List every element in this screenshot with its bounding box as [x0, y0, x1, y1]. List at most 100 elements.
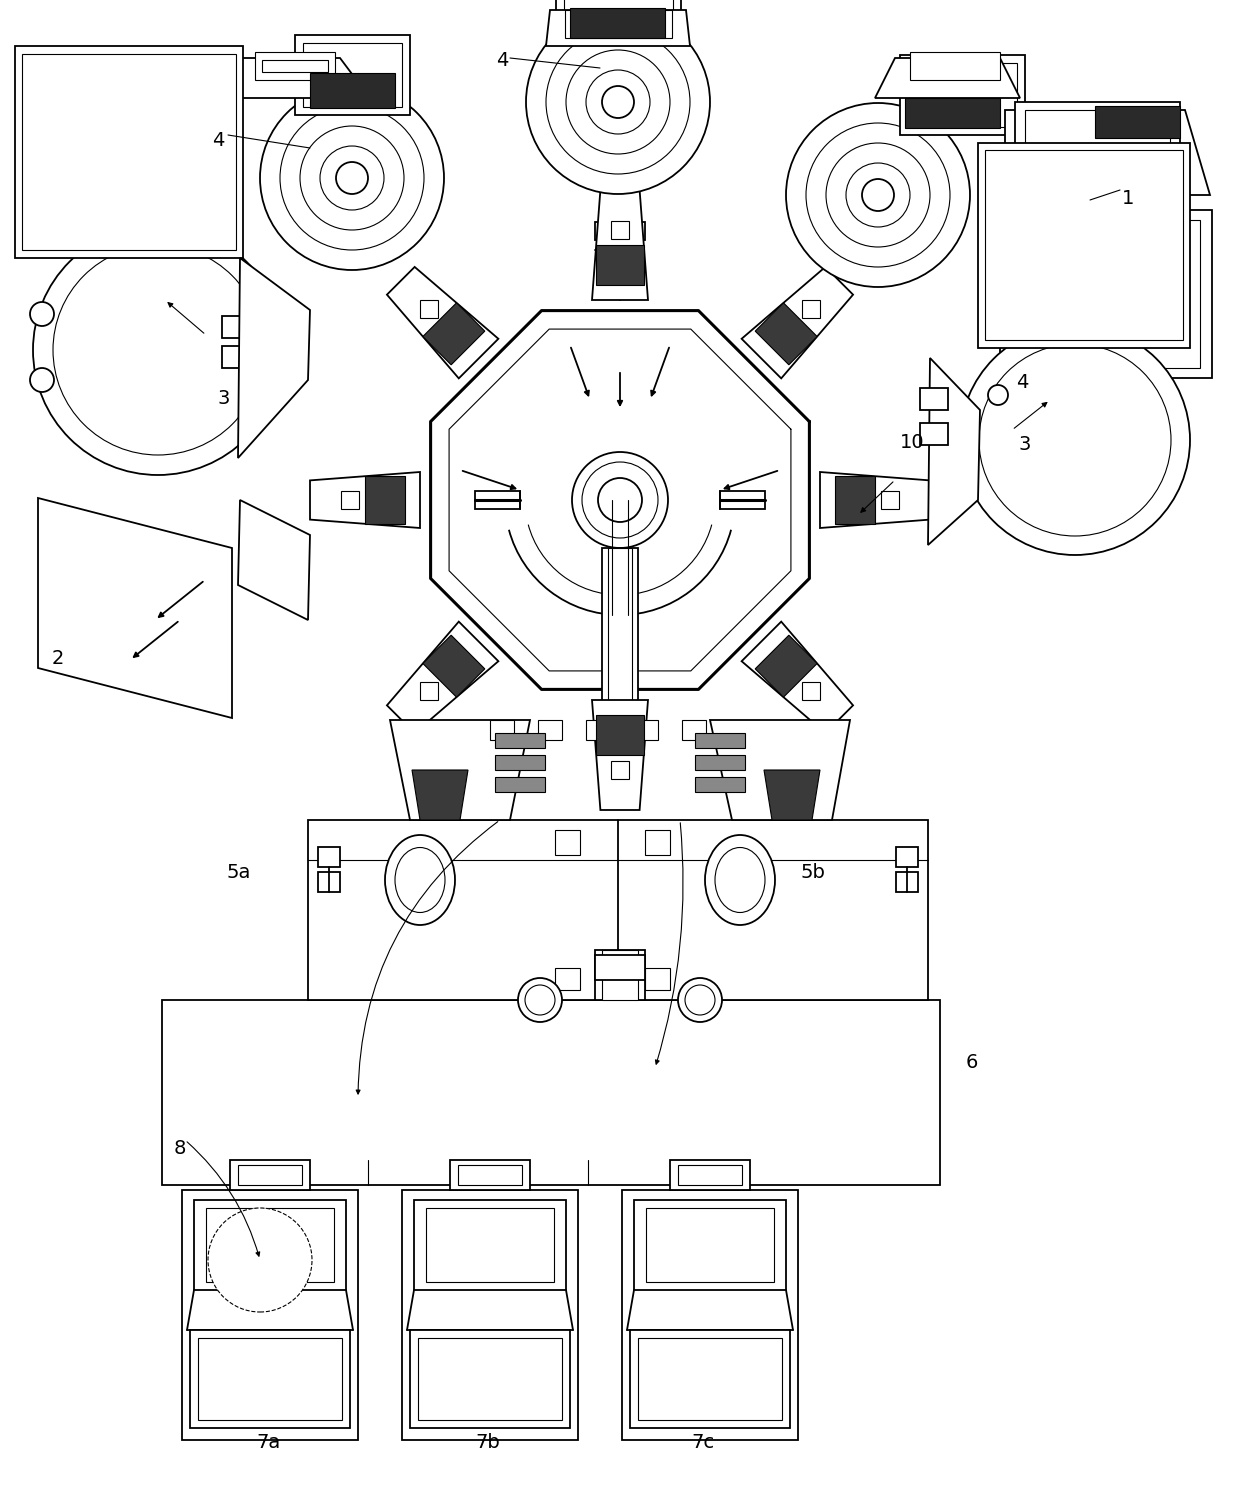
Bar	[310, 73, 396, 109]
Bar	[670, 1160, 750, 1190]
Circle shape	[826, 143, 930, 247]
Polygon shape	[200, 109, 236, 144]
Ellipse shape	[384, 835, 455, 925]
Bar	[900, 55, 1025, 135]
Bar	[341, 491, 360, 509]
Bar	[495, 755, 546, 770]
Bar	[897, 873, 918, 892]
Bar	[802, 682, 820, 700]
Text: 7a: 7a	[255, 1432, 280, 1452]
Ellipse shape	[715, 847, 765, 913]
Bar	[682, 721, 706, 740]
Bar	[601, 950, 639, 1001]
Bar	[206, 1208, 334, 1282]
Polygon shape	[596, 246, 644, 284]
Bar	[229, 1160, 310, 1190]
Bar	[639, 1339, 782, 1421]
Bar	[611, 220, 629, 240]
Circle shape	[806, 124, 950, 267]
Circle shape	[546, 30, 689, 174]
Bar	[920, 389, 949, 409]
Circle shape	[960, 325, 1190, 555]
Circle shape	[280, 106, 424, 250]
Circle shape	[980, 344, 1171, 536]
Polygon shape	[205, 58, 370, 98]
Bar	[15, 46, 243, 258]
Bar	[414, 1200, 565, 1289]
Bar	[317, 847, 340, 867]
Text: 4: 4	[1016, 374, 1028, 393]
Text: 7b: 7b	[476, 1432, 501, 1452]
Text: 6: 6	[966, 1054, 978, 1072]
Polygon shape	[391, 721, 529, 820]
Bar	[420, 682, 438, 700]
Text: 5b: 5b	[801, 862, 826, 881]
Polygon shape	[387, 621, 498, 733]
Polygon shape	[591, 191, 649, 299]
Circle shape	[1038, 228, 1142, 332]
Bar	[570, 7, 665, 39]
Circle shape	[518, 978, 562, 1021]
Bar	[908, 63, 1017, 127]
Bar	[611, 761, 629, 779]
Polygon shape	[238, 258, 310, 459]
Bar	[1016, 103, 1180, 191]
Polygon shape	[835, 476, 875, 524]
Text: 8: 8	[174, 1139, 186, 1157]
Bar	[910, 52, 999, 80]
Bar	[420, 301, 438, 319]
Bar	[678, 1164, 742, 1185]
Polygon shape	[38, 497, 232, 718]
Polygon shape	[238, 500, 310, 619]
Circle shape	[601, 86, 634, 118]
Bar	[475, 491, 520, 509]
Bar	[262, 60, 329, 71]
Bar	[538, 721, 562, 740]
Bar	[1025, 110, 1171, 185]
Polygon shape	[764, 770, 820, 820]
Polygon shape	[310, 472, 420, 529]
Bar	[222, 316, 247, 338]
Bar	[634, 721, 658, 740]
Polygon shape	[423, 302, 485, 365]
Circle shape	[525, 986, 556, 1015]
Circle shape	[678, 978, 722, 1021]
Circle shape	[572, 453, 668, 548]
Polygon shape	[755, 302, 817, 365]
Bar	[303, 43, 402, 107]
Bar	[622, 1190, 799, 1440]
Bar	[222, 345, 247, 368]
Circle shape	[862, 179, 894, 211]
Circle shape	[999, 191, 1180, 369]
Circle shape	[1008, 386, 1028, 405]
Bar	[1011, 220, 1200, 368]
Bar	[458, 1164, 522, 1185]
Bar	[427, 1208, 554, 1282]
Bar	[295, 36, 410, 115]
Bar	[402, 1190, 578, 1440]
Bar	[646, 1208, 774, 1282]
Circle shape	[587, 70, 650, 134]
Bar	[601, 548, 639, 721]
Bar	[880, 491, 899, 509]
Circle shape	[582, 462, 658, 538]
Bar	[905, 98, 999, 128]
Bar	[694, 733, 745, 747]
Polygon shape	[1004, 110, 1210, 195]
Bar	[490, 721, 515, 740]
Bar	[645, 968, 670, 990]
Bar	[608, 548, 632, 721]
Bar	[22, 54, 236, 250]
Text: 4: 4	[496, 51, 508, 70]
Circle shape	[598, 478, 642, 523]
Bar	[634, 1200, 786, 1289]
Bar	[694, 777, 745, 792]
Bar	[694, 755, 745, 770]
Bar	[999, 210, 1211, 378]
Bar	[182, 1190, 358, 1440]
Bar	[595, 950, 645, 1001]
Text: 5a: 5a	[227, 862, 252, 881]
Circle shape	[320, 146, 384, 210]
Polygon shape	[423, 636, 485, 697]
Circle shape	[1058, 249, 1122, 313]
